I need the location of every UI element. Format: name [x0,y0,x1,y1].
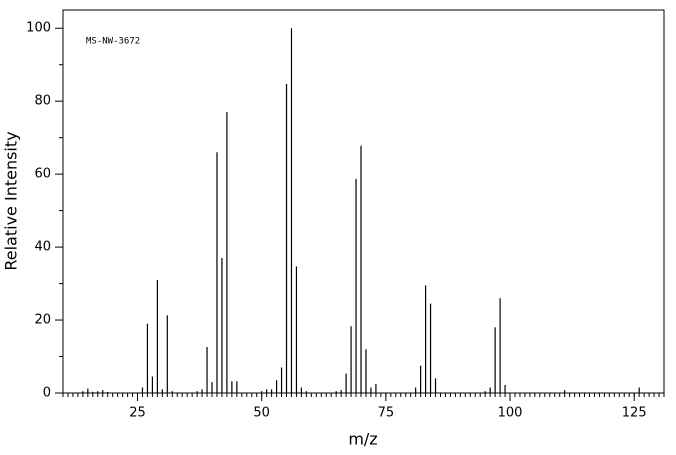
x-tick-label: 125 [622,406,647,421]
annotation: MS-NW-3672 [86,37,140,47]
y-axis-label: Relative Intensity [2,131,21,270]
x-tick-label: 75 [378,406,395,421]
y-tick-label: 60 [34,167,51,182]
y-tick-label: 20 [34,313,51,328]
y-tick-label: 40 [34,240,51,255]
x-tick-label: 100 [498,406,523,421]
x-axis-label: m/z [348,430,377,449]
plot-frame [62,9,665,394]
y-tick-label: 100 [26,21,51,36]
x-tick-label: 25 [129,406,146,421]
x-tick-label: 50 [253,406,270,421]
y-tick-label: 80 [34,94,51,109]
y-tick-label: 0 [43,386,51,401]
